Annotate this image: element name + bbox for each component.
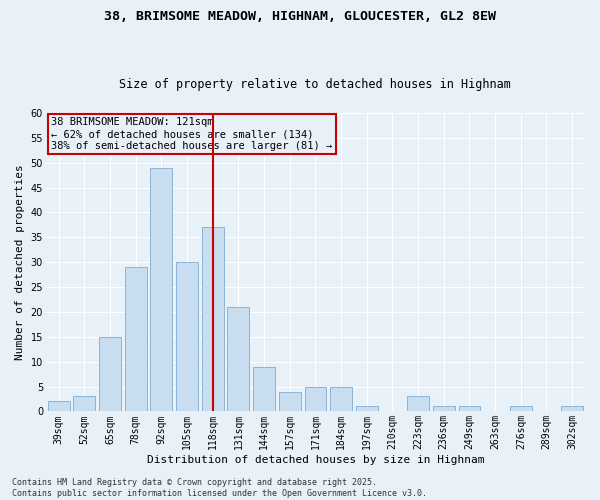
Bar [99,337,121,411]
Bar [330,386,352,411]
Bar [433,406,455,412]
Bar [407,396,429,411]
Bar [458,406,481,412]
Bar [253,366,275,412]
Y-axis label: Number of detached properties: Number of detached properties [15,164,25,360]
Bar [279,392,301,411]
Text: 38 BRIMSOME MEADOW: 121sqm
← 62% of detached houses are smaller (134)
38% of sem: 38 BRIMSOME MEADOW: 121sqm ← 62% of deta… [51,118,332,150]
Bar [176,262,198,412]
Bar [48,402,70,411]
Title: Size of property relative to detached houses in Highnam: Size of property relative to detached ho… [119,78,511,91]
Bar [561,406,583,412]
Bar [510,406,532,412]
Bar [305,386,326,411]
Bar [202,228,224,412]
Bar [151,168,172,412]
Bar [356,406,377,412]
Bar [125,267,146,412]
Text: 38, BRIMSOME MEADOW, HIGHNAM, GLOUCESTER, GL2 8EW: 38, BRIMSOME MEADOW, HIGHNAM, GLOUCESTER… [104,10,496,23]
Text: Contains HM Land Registry data © Crown copyright and database right 2025.
Contai: Contains HM Land Registry data © Crown c… [12,478,427,498]
Bar [227,307,250,412]
X-axis label: Distribution of detached houses by size in Highnam: Distribution of detached houses by size … [146,455,484,465]
Bar [73,396,95,411]
